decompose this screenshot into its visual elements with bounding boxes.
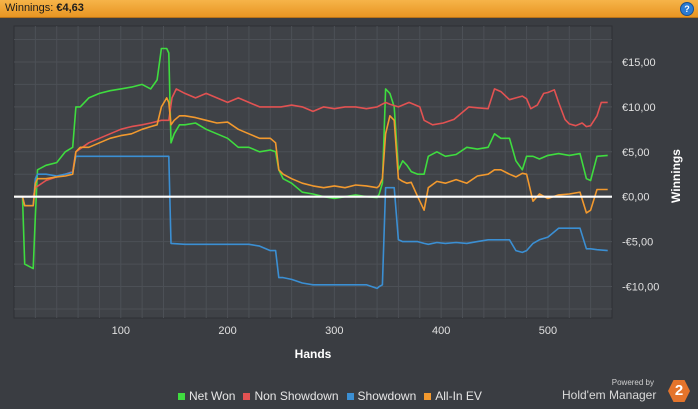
y-tick-label: -€10,00 [622,282,659,294]
showdown-swatch [346,392,354,400]
series-line-net-won[interactable] [14,47,608,270]
gridlines [14,26,612,318]
y-tick-label: €10,00 [622,102,656,114]
y-tick-labels: €15,00 €10,00 €5,00 €0,00 -€5,00 -€10,00 [622,57,659,294]
winnings-label: Winnings: [5,2,54,14]
winnings-value: €4,63 [56,2,84,14]
y-tick-label: €5,00 [622,147,650,159]
net-won-swatch [178,392,185,400]
y-tick-label: €15,00 [622,57,656,69]
x-tick-label: 300 [325,325,343,337]
y-tick-label: -€5,00 [622,237,653,249]
winnings-summary: Winnings: €4,63 [5,2,84,14]
help-icon[interactable]: ? [680,2,694,16]
series-line-all-in-ev[interactable] [14,97,608,214]
legend: Net Won Non Showdown Showdown All-In EV [178,388,482,404]
x-tick-label: 400 [432,325,450,337]
legend-label: All-In EV [435,389,482,403]
legend-label: Non Showdown [254,389,339,403]
y-tick-label: €0,00 [622,192,650,204]
hm2-logo-icon: 2 [668,380,690,402]
legend-item-net-won[interactable]: Net Won [178,388,235,404]
legend-label: Showdown [357,389,417,403]
x-axis-title: Hands [295,347,332,361]
legend-label: Net Won [189,389,236,403]
legend-item-showdown[interactable]: Showdown [346,388,417,404]
powered-by-text: Powered by [611,378,654,387]
non-showdown-swatch [243,392,251,400]
x-tick-label: 100 [112,325,130,337]
title-bar: Winnings: €4,63 ? [0,0,698,18]
all-in-ev-swatch [424,392,432,400]
series-line-non-showdown[interactable] [14,88,608,198]
brand-logo: Powered by Hold'em Manager 2 [562,377,694,407]
x-tick-label: 200 [218,325,236,337]
brand-name: Hold'em Manager [562,388,657,402]
legend-item-non-showdown[interactable]: Non Showdown [243,388,339,404]
y-axis-title: Winnings [669,149,683,203]
x-tick-label: 500 [539,325,557,337]
series-line-showdown[interactable] [14,155,608,290]
legend-item-all-in-ev[interactable]: All-In EV [424,388,482,404]
x-tick-labels: 100 200 300 400 500 [112,325,558,337]
series-lines [14,47,612,290]
